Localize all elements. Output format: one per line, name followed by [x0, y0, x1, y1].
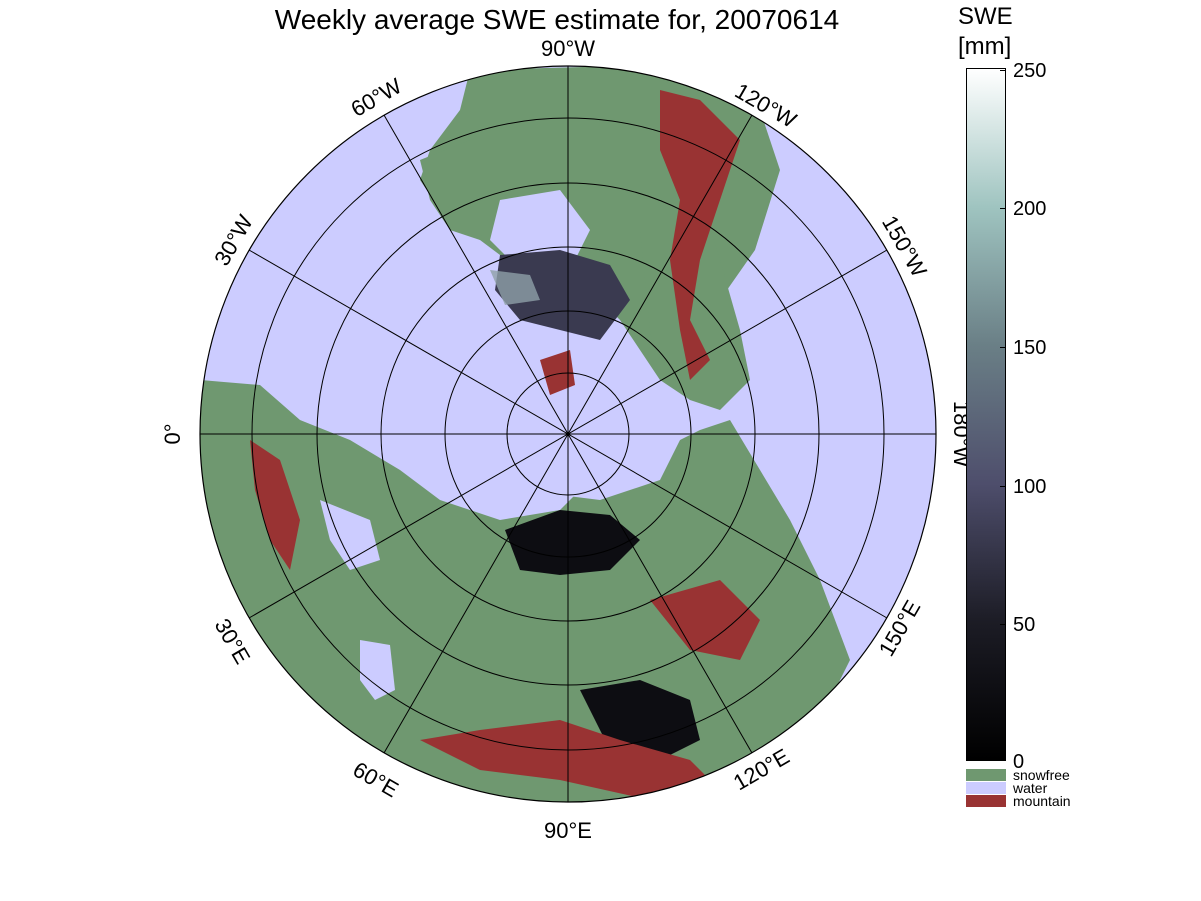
colorbar-tick — [1000, 624, 1006, 625]
colorbar-title-line1: SWE — [958, 3, 1013, 30]
legend-swatch-snowfree — [966, 769, 1006, 781]
lon-label-30e: 30°E — [210, 614, 256, 668]
mountain-scandinavia — [250, 440, 300, 570]
lon-label-90e: 90°E — [544, 818, 592, 843]
land-greenland — [420, 140, 500, 240]
page-title: Weekly average SWE estimate for, 2007061… — [274, 4, 840, 35]
colorbar-tick-label: 250 — [1013, 60, 1047, 82]
colorbar-tick-label: 150 — [1013, 337, 1047, 359]
legend-swatch-water — [966, 782, 1006, 794]
land-alaska — [640, 200, 750, 410]
hudson-bay — [490, 190, 590, 270]
mountain-rockies — [660, 90, 740, 380]
colorbar-tick — [1000, 760, 1006, 761]
arctic-ocean-center — [440, 330, 690, 500]
colorbar-tick-label: 50 — [1013, 614, 1036, 636]
colorbar-tick-label: 200 — [1013, 198, 1047, 220]
graticule — [199, 65, 937, 803]
colorbar-tick — [1000, 347, 1006, 348]
lon-label-0: 0° — [160, 423, 185, 444]
colorbar-tick-label: 100 — [1013, 476, 1047, 498]
lon-label-60e: 60°E — [349, 757, 403, 803]
legend-label-mountain: mountain — [1013, 793, 1071, 809]
snow-greenland-edge — [490, 270, 540, 305]
lon-label-90w: 90°W — [541, 36, 595, 61]
snow-siberia-north — [505, 510, 640, 575]
legend-label-water: water — [1013, 780, 1048, 796]
colorbar-tick-label: 0 — [1013, 751, 1025, 773]
colorbar-tick — [1000, 208, 1006, 209]
colorbar — [966, 68, 1006, 761]
baltic-sea — [320, 500, 380, 570]
colorbar-title: SWE [mm] — [958, 2, 1013, 62]
caspian-sea — [360, 640, 395, 700]
legend-swatch-mountain — [966, 795, 1006, 807]
mountain-east-siberia — [650, 580, 760, 660]
colorbar-title-line2: [mm] — [958, 33, 1012, 60]
mountain-greenland-south — [540, 350, 575, 395]
colorbar-tick — [1000, 70, 1006, 71]
legend-label-snowfree: snowfree — [1013, 767, 1070, 783]
mountain-himalaya — [420, 720, 720, 800]
colorbar-tick — [1000, 486, 1006, 487]
